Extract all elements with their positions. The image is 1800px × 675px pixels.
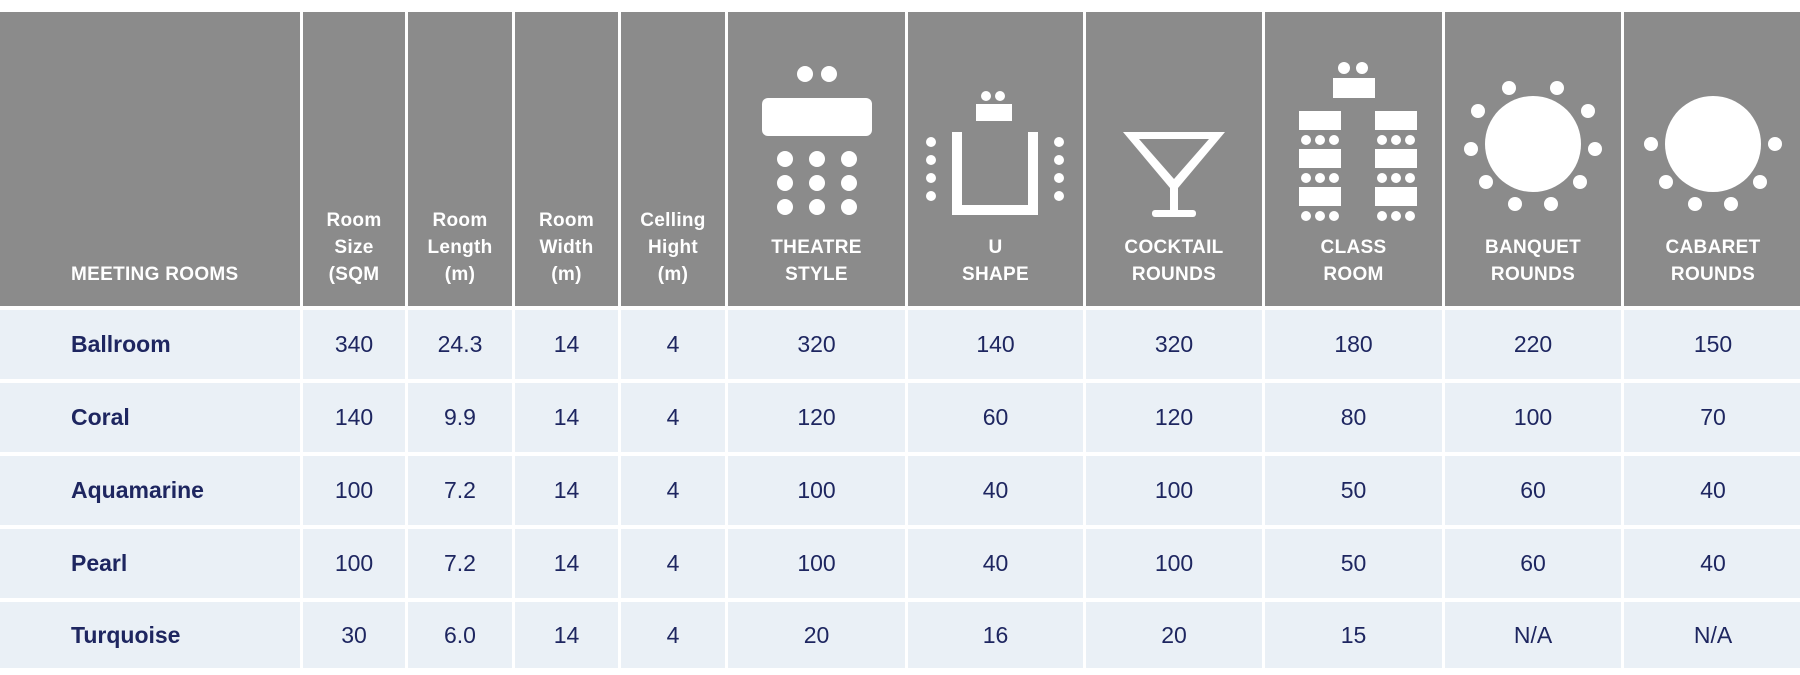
- room-size-cell: 100: [303, 456, 405, 525]
- room-width-cell: 14: [515, 456, 618, 525]
- classroom-capacity-cell: 50: [1265, 529, 1442, 598]
- ceiling-height-cell: 4: [621, 310, 725, 379]
- room-length-cell: 9.9: [408, 383, 512, 452]
- cabaret-round-table-icon: [1644, 96, 1782, 211]
- header-room-size: Room Size (SQM: [303, 12, 405, 306]
- header-label: Room: [326, 210, 382, 231]
- room-size-cell: 140: [303, 383, 405, 452]
- header-label: THEATRE: [771, 237, 862, 258]
- header-label: Width: [539, 237, 594, 258]
- header-label: MEETING ROOMS: [71, 264, 239, 285]
- u-shape-capacity-cell: 40: [908, 456, 1083, 525]
- ceiling-height-cell: 4: [621, 529, 725, 598]
- u-shape-capacity-cell: 16: [908, 602, 1083, 668]
- header-label: Room: [432, 210, 488, 231]
- cocktail-capacity-cell: 20: [1086, 602, 1262, 668]
- room-name-cell: Pearl: [0, 529, 300, 598]
- header-cocktail-rounds: COCKTAIL ROUNDS: [1086, 12, 1262, 306]
- header-label: (m): [444, 264, 476, 285]
- room-name-cell: Coral: [0, 383, 300, 452]
- banquet-capacity-cell: 220: [1445, 310, 1621, 379]
- u-shape-layout-icon: [925, 91, 1064, 215]
- cabaret-capacity-cell: 150: [1624, 310, 1800, 379]
- room-name-cell: Aquamarine: [0, 456, 300, 525]
- room-length-cell: 7.2: [408, 529, 512, 598]
- header-theatre-style: THEATRE STYLE: [728, 12, 905, 306]
- room-width-cell: 14: [515, 602, 618, 668]
- theatre-layout-icon: [761, 66, 872, 215]
- classroom-capacity-cell: 180: [1265, 310, 1442, 379]
- header-label: Celling: [640, 210, 706, 231]
- banquet-capacity-cell: 100: [1445, 383, 1621, 452]
- banquet-capacity-cell: 60: [1445, 456, 1621, 525]
- u-shape-capacity-cell: 140: [908, 310, 1083, 379]
- header-label: Room: [538, 210, 595, 231]
- header-meeting-rooms: MEETING ROOMS: [0, 12, 300, 306]
- room-name-cell: Turquoise: [0, 602, 300, 668]
- room-name-cell: Ballroom: [0, 310, 300, 379]
- header-label: Size: [334, 237, 374, 258]
- cabaret-capacity-cell: 40: [1624, 456, 1800, 525]
- classroom-capacity-cell: 15: [1265, 602, 1442, 668]
- header-room-width: Room Width (m): [515, 12, 618, 306]
- cabaret-capacity-cell: N/A: [1624, 602, 1800, 668]
- cabaret-capacity-cell: 70: [1624, 383, 1800, 452]
- cocktail-capacity-cell: 320: [1086, 310, 1262, 379]
- header-label: Length: [427, 237, 493, 258]
- cabaret-capacity-cell: 40: [1624, 529, 1800, 598]
- header-label: (SQM: [328, 264, 380, 285]
- theatre-capacity-cell: 100: [728, 529, 905, 598]
- classroom-layout-icon: [1298, 62, 1417, 221]
- header-label: CLASS: [1320, 237, 1387, 258]
- header-label: COCKTAIL: [1124, 237, 1224, 258]
- header-u-shape: U SHAPE: [908, 12, 1083, 306]
- header-label: SHAPE: [962, 264, 1029, 285]
- cocktail-capacity-cell: 100: [1086, 456, 1262, 525]
- header-label: BANQUET: [1484, 237, 1582, 258]
- ceiling-height-cell: 4: [621, 383, 725, 452]
- ceiling-height-cell: 4: [621, 456, 725, 525]
- u-shape-capacity-cell: 60: [908, 383, 1083, 452]
- header-label: STYLE: [785, 264, 848, 285]
- cocktail-capacity-cell: 100: [1086, 529, 1262, 598]
- room-length-cell: 7.2: [408, 456, 512, 525]
- banquet-capacity-cell: N/A: [1445, 602, 1621, 668]
- header-cabaret-rounds: CABARET ROUNDS: [1624, 12, 1800, 306]
- banquet-capacity-cell: 60: [1445, 529, 1621, 598]
- classroom-capacity-cell: 50: [1265, 456, 1442, 525]
- header-label: ROUNDS: [1490, 264, 1576, 285]
- room-length-cell: 6.0: [408, 602, 512, 668]
- cocktail-capacity-cell: 120: [1086, 383, 1262, 452]
- theatre-capacity-cell: 120: [728, 383, 905, 452]
- header-label: CABARET: [1665, 237, 1761, 258]
- room-width-cell: 14: [515, 383, 618, 452]
- cocktail-glass-icon: [1123, 132, 1225, 217]
- header-label: (m): [657, 264, 689, 285]
- header-label: U: [988, 237, 1003, 258]
- header-label: (m): [551, 264, 582, 285]
- room-size-cell: 100: [303, 529, 405, 598]
- header-class-room: CLASS ROOM: [1265, 12, 1442, 306]
- header-ceiling-height: Celling Hight (m): [621, 12, 725, 306]
- header-banquet-rounds: BANQUET ROUNDS: [1445, 12, 1621, 306]
- header-label: ROUNDS: [1131, 264, 1217, 285]
- header-label: Hight: [647, 237, 699, 258]
- header-room-length: Room Length (m): [408, 12, 512, 306]
- classroom-capacity-cell: 80: [1265, 383, 1442, 452]
- header-label: ROOM: [1323, 264, 1384, 285]
- room-width-cell: 14: [515, 310, 618, 379]
- ceiling-height-cell: 4: [621, 602, 725, 668]
- capacity-table: MEETING ROOMS Room Size (SQM Room Length (m)…: [0, 12, 1800, 668]
- theatre-capacity-cell: 320: [728, 310, 905, 379]
- room-size-cell: 30: [303, 602, 405, 668]
- room-length-cell: 24.3: [408, 310, 512, 379]
- theatre-capacity-cell: 100: [728, 456, 905, 525]
- theatre-capacity-cell: 20: [728, 602, 905, 668]
- u-shape-capacity-cell: 40: [908, 529, 1083, 598]
- header-label: ROUNDS: [1670, 264, 1756, 285]
- banquet-round-table-icon: [1464, 81, 1602, 211]
- room-size-cell: 340: [303, 310, 405, 379]
- room-width-cell: 14: [515, 529, 618, 598]
